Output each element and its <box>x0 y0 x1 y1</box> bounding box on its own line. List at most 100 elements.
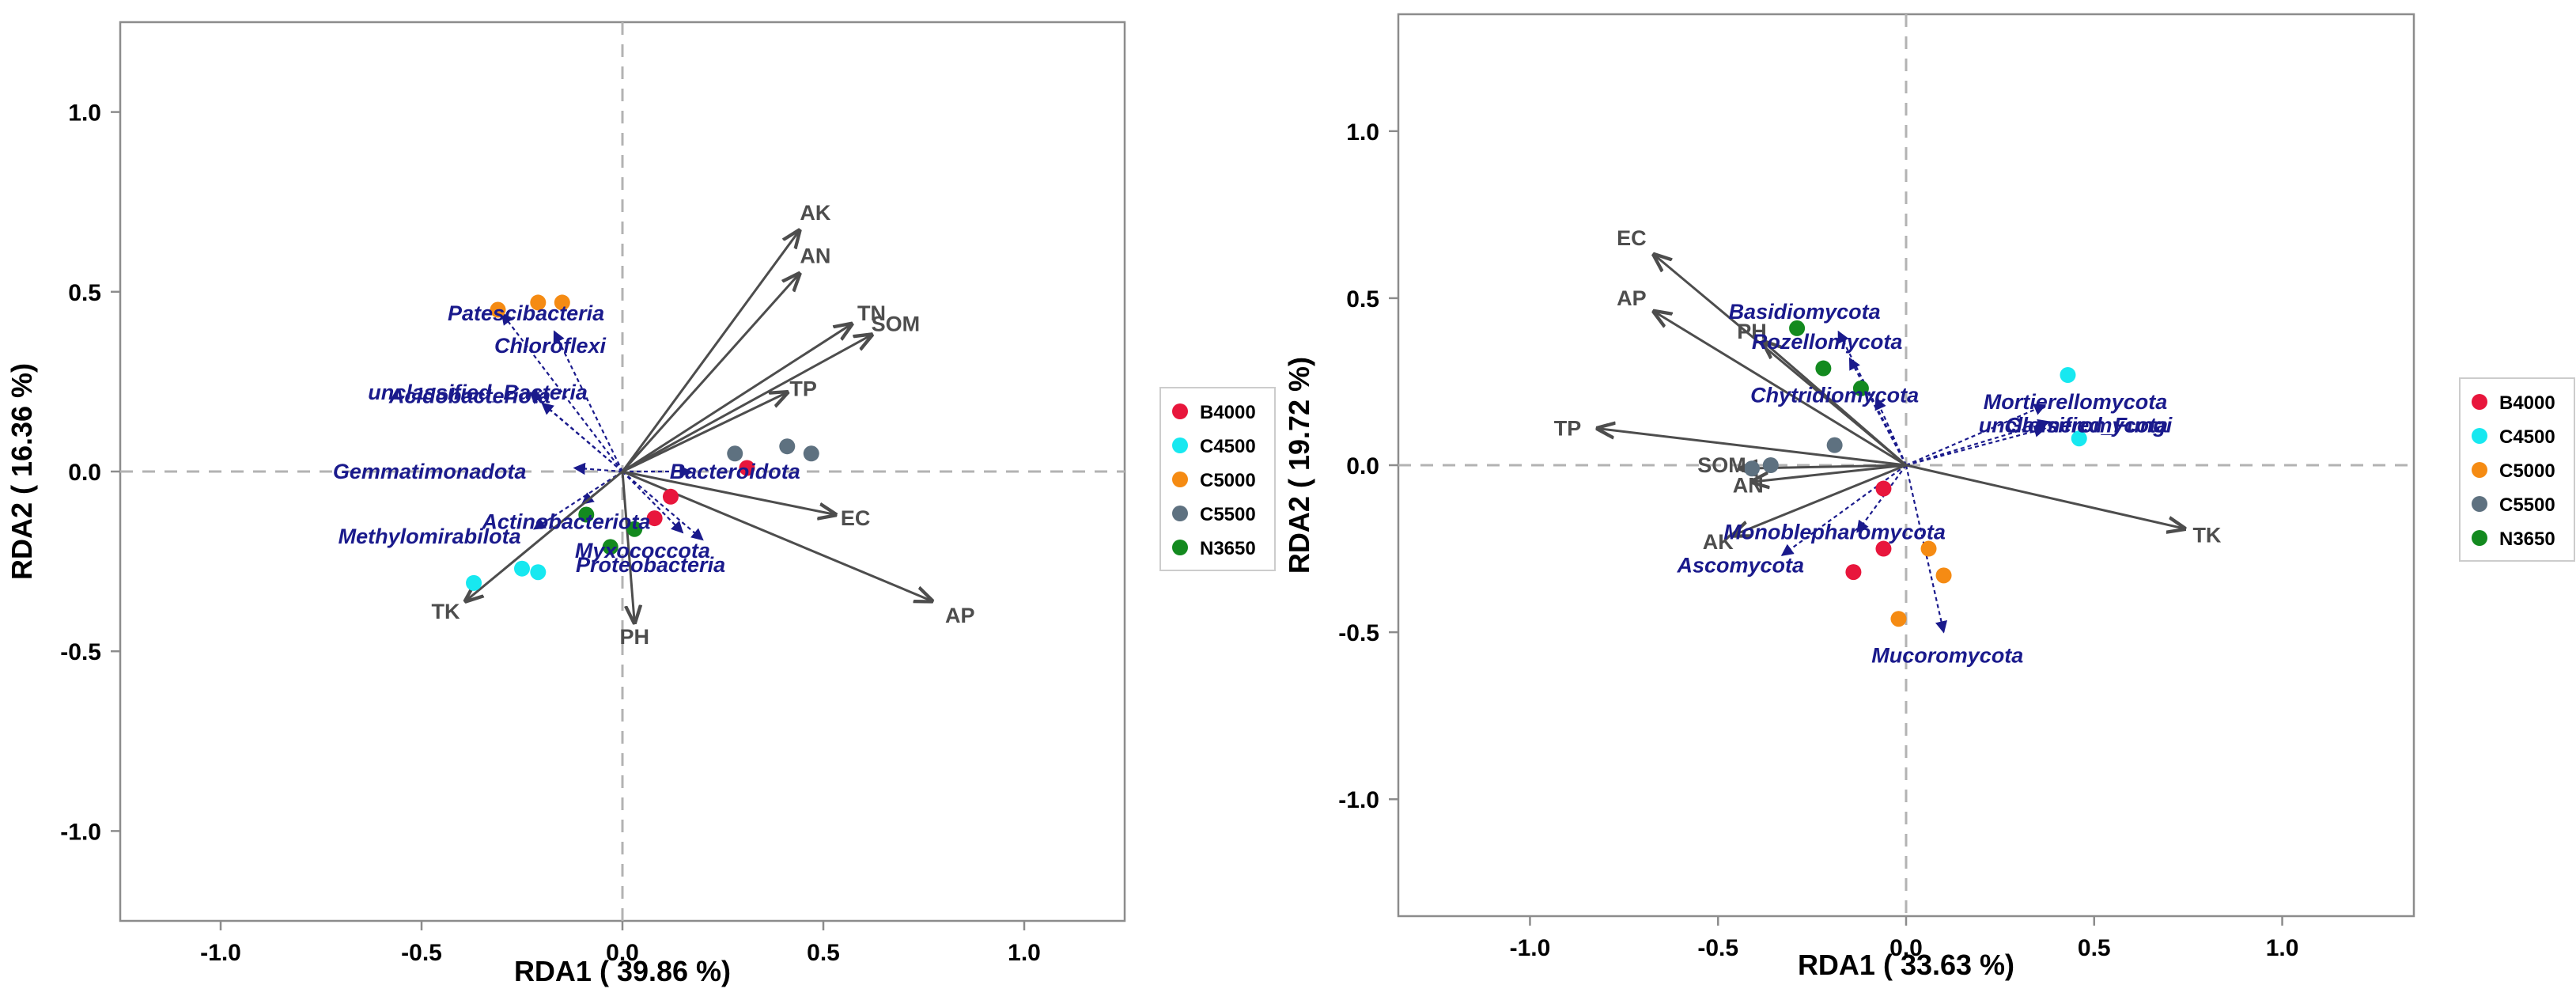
env-arrow-label: PH <box>619 625 649 649</box>
sample-point-c5500 <box>1744 460 1761 477</box>
taxa-arrow-label: Actinobacteriota <box>481 510 650 534</box>
legend-swatch-b4000 <box>2472 394 2487 410</box>
sample-point-b4000 <box>1875 540 1892 557</box>
legend-label: N3650 <box>1200 538 1256 559</box>
sample-point-c5500 <box>1826 437 1843 453</box>
env-arrow <box>622 324 852 473</box>
x-tick-label: 1.0 <box>2266 935 2299 961</box>
env-arrow <box>1598 429 1907 467</box>
sample-point-c5500 <box>803 445 819 462</box>
env-arrow <box>1733 464 1907 536</box>
x-tick-label: 0.5 <box>807 940 840 966</box>
x-tick-label: -0.5 <box>1697 935 1738 961</box>
env-arrow <box>621 471 634 623</box>
sample-point-b4000 <box>646 510 663 527</box>
env-arrow <box>1905 464 2184 528</box>
taxa-arrow <box>622 471 704 541</box>
env-arrow-label: EC <box>1617 226 1647 250</box>
env-arrow-label: AP <box>945 604 975 627</box>
sample-point-c4500 <box>530 564 547 581</box>
sample-point-n3650 <box>1789 320 1806 336</box>
taxa-arrow-label: Proteobacteria <box>576 553 725 577</box>
sample-point-c5000 <box>1920 540 1937 557</box>
env-arrow-label: AK <box>1703 530 1734 554</box>
taxa-arrow <box>501 312 623 472</box>
taxa-arrow <box>573 462 623 475</box>
legend-swatch-c5000 <box>1172 472 1188 487</box>
y-axis-title: RDA2 ( 16.36 %) <box>6 363 38 580</box>
legend-label: C5500 <box>1200 504 1256 525</box>
taxa-arrow <box>541 402 623 472</box>
env-arrow-label: SOM <box>872 312 921 336</box>
taxa-arrow <box>532 471 623 530</box>
env-arrow <box>621 274 800 472</box>
taxa-arrow-label: Patescibacteria <box>448 301 604 325</box>
y-tick-label: -0.5 <box>1338 620 1379 646</box>
x-axis-title: RDA1 ( 39.86 %) <box>514 955 731 987</box>
env-arrow <box>466 470 623 601</box>
legend-label: N3650 <box>2499 528 2555 550</box>
legend-swatch-n3650 <box>2472 530 2487 546</box>
legend-label: B4000 <box>1200 402 1256 423</box>
sample-point-c5000 <box>490 301 506 318</box>
taxa-arrow <box>1905 425 2047 467</box>
sample-point-b4000 <box>662 488 679 505</box>
sample-point-n3650 <box>602 539 618 555</box>
taxa-arrow-label: Myxococcota <box>575 539 710 562</box>
taxa-arrow-label: Chloroflexi <box>494 334 607 358</box>
x-tick-label: 0.0 <box>606 940 639 966</box>
env-arrow <box>1752 464 1907 482</box>
x-tick-label: 0.5 <box>2078 935 2111 961</box>
legend-swatch-c5000 <box>2472 462 2487 478</box>
x-axis-title: RDA1 ( 33.63 %) <box>1798 949 2014 981</box>
y-tick-label: 0.5 <box>68 280 101 306</box>
x-tick-label: 0.0 <box>1889 935 1923 961</box>
taxa-arrow-label: Acidobacteriota <box>388 384 550 408</box>
sample-point-c5500 <box>727 445 743 462</box>
sample-point-c5000 <box>1935 567 1952 584</box>
legend-label: C5500 <box>2499 494 2555 516</box>
env-arrow-label: AK <box>800 201 830 225</box>
taxa-arrow-label: Monoblepharomycota <box>1723 520 1946 544</box>
taxa-arrow-label: Ascomycota <box>1676 554 1804 578</box>
taxa-arrow-label: Glomeromycota <box>2005 413 2168 437</box>
env-arrow <box>621 231 800 472</box>
legend-swatch-n3650 <box>1172 540 1188 555</box>
sample-point-c4500 <box>466 574 482 591</box>
sample-point-n3650 <box>1815 360 1832 377</box>
legend-swatch-c4500 <box>2472 428 2487 444</box>
taxa-arrow <box>1848 357 1907 466</box>
taxa-arrow <box>553 330 623 472</box>
taxa-arrow-label: Gemmatimonadota <box>333 460 527 483</box>
taxa-arrow-label: Bacteroidota <box>670 460 800 483</box>
y-tick-label: 1.0 <box>68 100 101 127</box>
env-arrow <box>1654 312 1907 467</box>
legend-swatch-b4000 <box>1172 403 1188 419</box>
env-arrow-label: TP <box>789 377 817 400</box>
taxa-arrow <box>1874 397 1908 466</box>
sample-point-c4500 <box>2060 367 2076 383</box>
env-arrow-label: AN <box>1733 473 1764 497</box>
sample-point-n3650 <box>1852 380 1869 396</box>
sample-point-b4000 <box>1875 480 1892 497</box>
sample-point-c5500 <box>1762 457 1779 473</box>
env-arrow <box>1763 342 1907 467</box>
y-tick-label: 0.0 <box>1346 453 1379 479</box>
legend-label: C5000 <box>1200 470 1256 491</box>
legend-label: C4500 <box>2499 426 2555 448</box>
taxa-arrow <box>1905 419 2051 467</box>
rda-panel-fungi: -1.0 -0.5 0.0 0.5 1.0 -1.0 -0.5 0.0 0.5 1.0 RDA1 (… <box>1283 13 2575 981</box>
taxa-arrow-label: Mucoromycota <box>1871 644 2023 668</box>
x-tick-label: -1.0 <box>200 940 241 966</box>
env-arrow <box>622 335 872 473</box>
legend-swatch-c5500 <box>1172 506 1188 521</box>
legend-swatch-c5500 <box>2472 496 2487 512</box>
sample-point-n3650 <box>578 506 595 523</box>
sample-point-c4500 <box>514 560 530 577</box>
taxa-arrow <box>1905 403 2047 467</box>
y-tick-label: 1.0 <box>1346 119 1379 146</box>
taxa-arrow <box>622 471 684 534</box>
env-arrow-label: TN <box>857 301 886 325</box>
taxa-arrow-label: Mortierellomycota <box>1984 390 2168 414</box>
env-arrow-label: TK <box>2192 524 2221 547</box>
